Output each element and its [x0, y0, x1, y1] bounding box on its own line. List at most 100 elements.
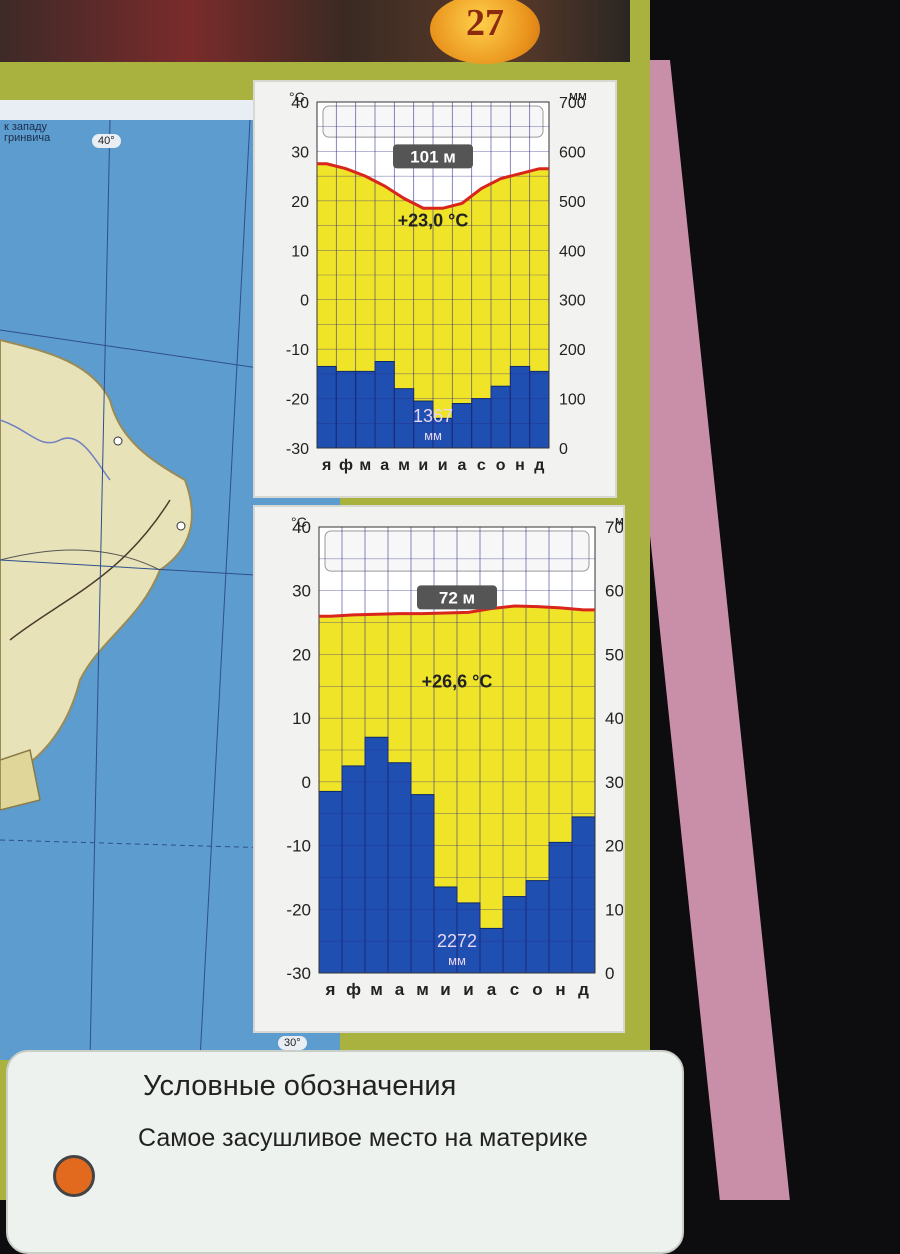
month-label: с — [510, 980, 519, 999]
precip-bar-1 — [318, 790, 343, 974]
annual-precipitation-unit: мм — [424, 428, 442, 443]
precip-bar-4 — [387, 762, 412, 974]
precip-tick-label: 600 — [605, 582, 623, 601]
precip-tick-label: 200 — [605, 837, 623, 856]
precip-bar-5 — [410, 794, 435, 974]
temp-unit-label: °C — [291, 514, 307, 530]
temp-tick-label: 20 — [291, 194, 309, 211]
annual-precipitation: 1367 — [413, 406, 453, 426]
temp-tick-label: -20 — [286, 392, 309, 409]
precip-tick-label: 700 — [559, 95, 586, 112]
temp-tick-label: 40 — [291, 95, 309, 112]
precip-tick-label: 500 — [559, 194, 586, 211]
precip-tick-label: 700 — [605, 518, 623, 537]
month-label: и — [440, 980, 450, 999]
precip-bar-12 — [571, 816, 596, 974]
month-label: ф — [339, 457, 353, 474]
precip-bar-2 — [335, 370, 357, 449]
precip-tick-label: 300 — [605, 773, 623, 792]
annual-precipitation: 2272 — [437, 931, 477, 951]
annual-temperature: +26,6 °C — [422, 672, 493, 692]
temp-tick-label: 0 — [300, 293, 309, 310]
climate-chart-2: 403020100-10-20-307006005004003002001000… — [253, 505, 625, 1033]
precip-bar-12 — [529, 370, 550, 449]
legend-marker-icon — [53, 1155, 95, 1197]
climate-chart-svg: 403020100-10-20-307006005004003002001000… — [286, 88, 587, 474]
precip-bar-4 — [374, 361, 395, 449]
month-label: м — [370, 980, 383, 999]
temp-tick-label: -20 — [286, 900, 311, 919]
temp-tick-label: 40 — [292, 518, 311, 537]
month-label: о — [496, 457, 506, 474]
month-label: с — [477, 457, 486, 474]
precip-bar-1 — [316, 365, 337, 449]
precip-bar-8 — [451, 403, 473, 449]
precip-bar-5 — [393, 388, 415, 449]
plot-frame — [318, 526, 596, 974]
precip-bar-10 — [490, 385, 511, 449]
precip-tick-label: 300 — [559, 293, 586, 310]
month-label: я — [325, 980, 336, 999]
page-number-badge: 27 — [430, 0, 540, 64]
legend-box: Условные обозначения Самое засушливое ме… — [6, 1050, 684, 1254]
precip-tick-label: 100 — [605, 900, 623, 919]
temperature-line — [317, 162, 549, 210]
plot-frame — [316, 101, 550, 449]
temp-tick-label: -30 — [286, 964, 311, 983]
precip-tick-label: 500 — [605, 645, 623, 664]
precip-bar-3 — [355, 370, 376, 449]
temp-tick-label: 10 — [292, 709, 311, 728]
temp-tick-label: 20 — [292, 645, 311, 664]
temp-tick-label: 0 — [302, 773, 311, 792]
elevation-label: 101 м — [410, 147, 456, 166]
month-label: м — [398, 457, 410, 474]
elevation-badge — [393, 144, 473, 169]
temp-unit-label: °C — [289, 89, 305, 105]
temp-tick-label: -10 — [286, 837, 311, 856]
precip-bar-11 — [509, 365, 531, 449]
temp-tick-label: -10 — [286, 342, 309, 359]
month-label: ф — [346, 980, 361, 999]
annual-precipitation-unit: мм — [448, 953, 466, 968]
climate-chart-svg: 403020100-10-20-307006005004003002001000… — [286, 513, 623, 999]
temp-tick-label: 30 — [291, 144, 309, 161]
precip-bar-2 — [341, 765, 366, 974]
temperature-line — [319, 604, 595, 618]
precip-bar-3 — [364, 736, 389, 974]
map-longitude-label: к западу гринвича — [4, 121, 51, 144]
precip-bar-10 — [525, 880, 550, 974]
month-label: а — [395, 980, 405, 999]
map-degree-bottom: 30° — [278, 1036, 307, 1050]
elevation-badge — [417, 585, 497, 610]
temp-tick-label: 30 — [292, 582, 311, 601]
month-label: м — [416, 980, 429, 999]
precip-tick-label: 100 — [559, 392, 586, 409]
month-label: н — [515, 457, 525, 474]
temp-tick-label: 10 — [291, 243, 309, 260]
precip-bar-8 — [479, 927, 504, 974]
month-label: м — [359, 457, 371, 474]
legend-item-text: Самое засушливое место на материке — [138, 1124, 588, 1152]
month-label: а — [458, 457, 467, 474]
month-label: д — [534, 457, 544, 474]
precip-tick-label: 400 — [605, 709, 623, 728]
precip-tick-label: 400 — [559, 243, 586, 260]
elevation-label: 72 м — [439, 588, 475, 607]
legend-title: Условные обозначения — [143, 1070, 457, 1102]
month-label: а — [380, 457, 389, 474]
precip-tick-label: 200 — [559, 342, 586, 359]
month-label: я — [321, 457, 331, 474]
month-label: д — [578, 980, 589, 999]
precip-unit-label: мм — [615, 513, 623, 528]
temp-tick-label: -30 — [286, 441, 309, 458]
climate-chart-1: 40 30 20 10 0 -10 -20 -30 700 600 500 400 300 200 100 0… — [253, 80, 617, 498]
month-label: а — [487, 980, 497, 999]
month-label: и — [418, 457, 428, 474]
precip-tick-label: 600 — [559, 144, 586, 161]
annual-temperature: +23,0 °C — [398, 211, 469, 231]
map-degree-top: 40° — [92, 134, 121, 148]
precip-unit-label: мм — [569, 88, 587, 103]
precip-tick-label: 0 — [605, 964, 614, 983]
precip-tick-label: 0 — [559, 441, 568, 458]
precip-bar-11 — [548, 841, 573, 974]
